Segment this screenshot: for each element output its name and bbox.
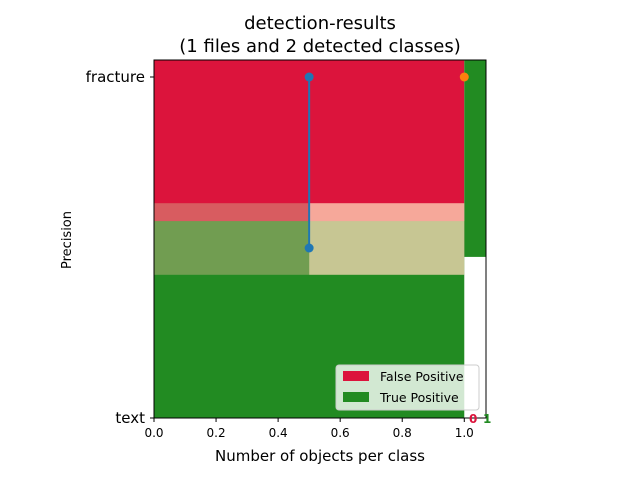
line-marker-0-0: [304, 72, 314, 82]
x-tick-label-5: 1.0: [455, 426, 474, 440]
x-tick-label-0: 0.0: [144, 426, 163, 440]
y-tick-label-text: text: [115, 409, 145, 427]
x-tick-label-2: 0.4: [269, 426, 288, 440]
y-tick-label-fracture: fracture: [86, 68, 145, 86]
legend-label-1: True Positive: [379, 390, 459, 405]
chart-title: detection-results: [244, 13, 396, 34]
count-label-0: 0: [469, 412, 477, 426]
legend-label-0: False Positive: [380, 369, 464, 384]
overlay-region-0: [309, 203, 465, 275]
chart-subtitle: (1 files and 2 detected classes): [179, 36, 460, 57]
y-axis-label: Precision: [60, 211, 75, 269]
legend-swatch-1: [343, 392, 369, 402]
x-tick-label-4: 0.8: [393, 426, 412, 440]
line-marker-0-1: [304, 243, 314, 253]
overlay-region-1: [154, 203, 310, 275]
x-axis-label: Number of objects per class: [215, 447, 425, 465]
x-tick-label-3: 0.6: [331, 426, 350, 440]
plot-area: 0.0 0.2 0.4 0.6 0.8 1.0 text fracture 0 1 False Po…: [86, 59, 491, 440]
x-tick-label-1: 0.2: [207, 426, 226, 440]
legend-box: [335, 364, 480, 411]
plot-frame: [153, 59, 487, 419]
line-marker-1-0: [459, 72, 469, 82]
bar-true-positive-fracture: [464, 60, 486, 257]
legend-swatch-0: [343, 371, 369, 381]
count-label-1: 1: [483, 412, 491, 426]
